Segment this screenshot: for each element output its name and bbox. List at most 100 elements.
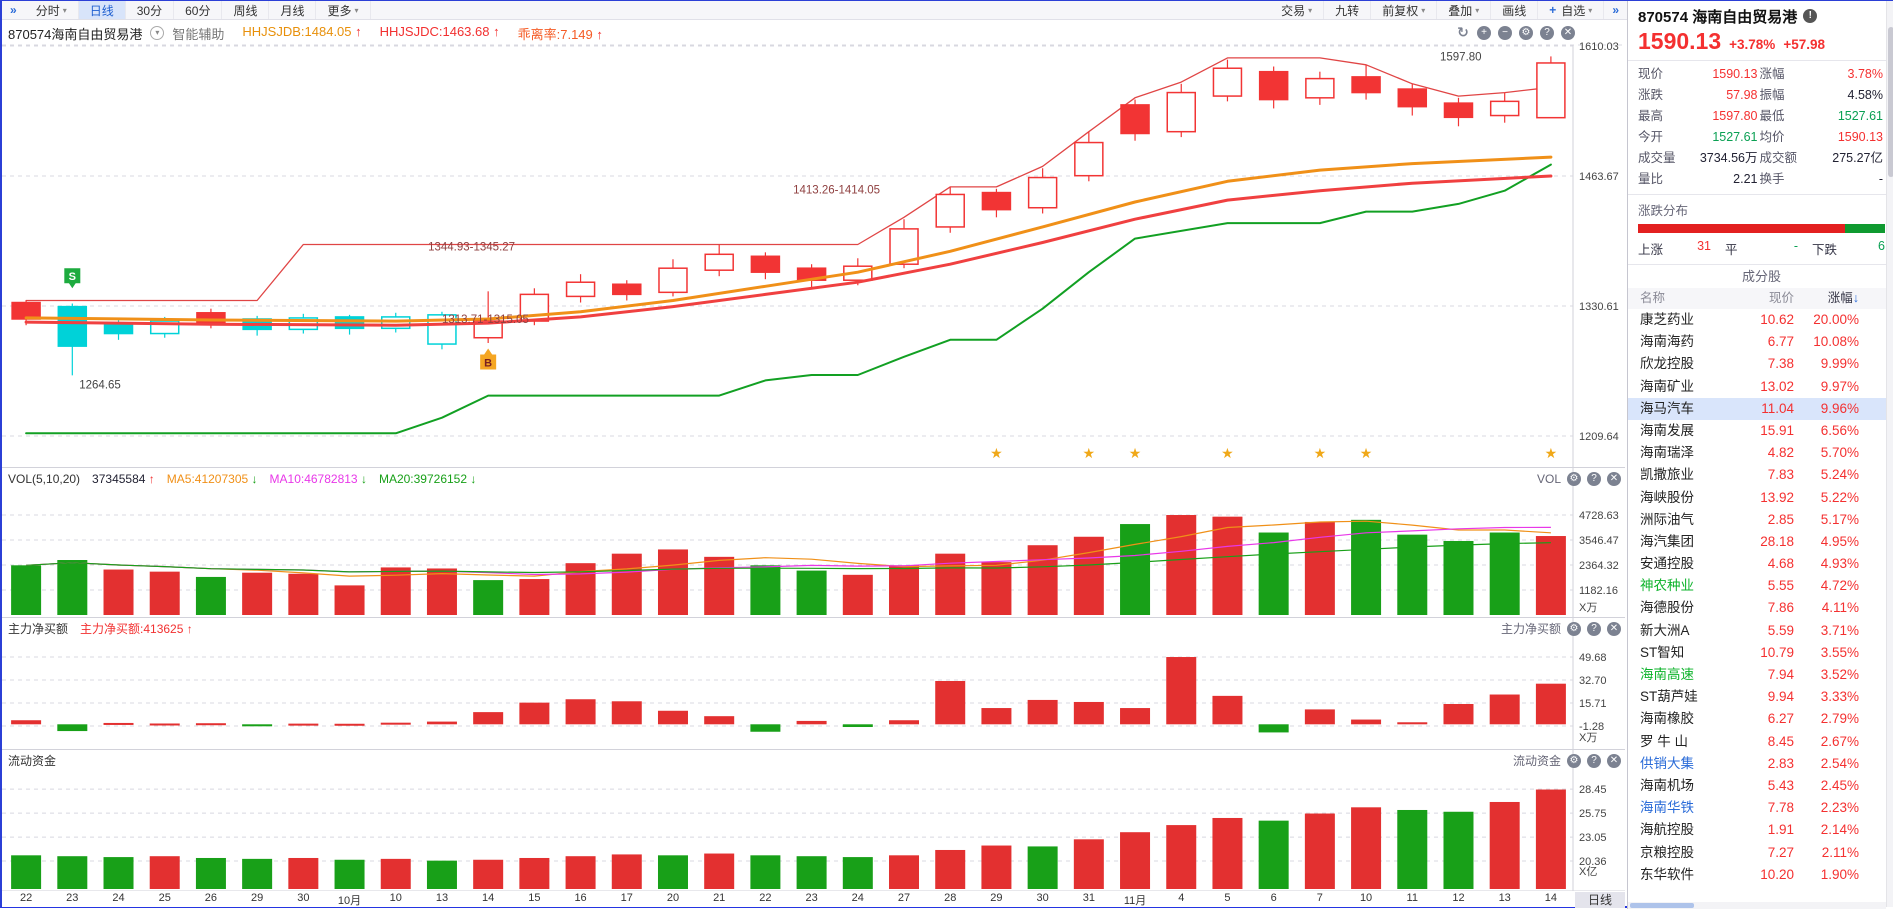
settings-icon[interactable]: ⚙ [1567, 754, 1581, 768]
svg-text:1344.93-1345.27: 1344.93-1345.27 [428, 241, 515, 253]
toolbar-button-九转[interactable]: 九转 [1324, 1, 1371, 19]
tab-更多[interactable]: 更多▾ [316, 1, 370, 19]
settings-icon[interactable]: ⚙ [1567, 472, 1581, 486]
settings-icon[interactable]: ⚙ [1567, 622, 1581, 636]
scrollbar-thumb[interactable] [1888, 27, 1893, 177]
tab-label: 九转 [1335, 2, 1359, 19]
zoom-in-icon[interactable]: + [1477, 26, 1491, 40]
stock-name: ST智知 [1640, 642, 1738, 664]
col-name[interactable]: 名称 [1640, 288, 1738, 309]
close-icon[interactable]: ✕ [1607, 472, 1621, 486]
stock-change-percent: 9.97% [1794, 376, 1859, 398]
toolbar-button-自选[interactable]: +自选▾ [1538, 1, 1604, 19]
stat-value: 275.27亿 [1816, 148, 1886, 169]
toolbar-button-前复权[interactable]: 前复权▾ [1371, 1, 1437, 19]
stock-price: 7.94 [1738, 664, 1794, 686]
tab-日线[interactable]: 日线 [79, 1, 126, 19]
collapse-right-icon[interactable]: » [1604, 1, 1627, 19]
x-axis-label: 25 [159, 892, 171, 904]
period-tag[interactable]: 日线 [1575, 892, 1625, 908]
svg-text:S: S [69, 271, 76, 283]
stat-value: 1527.61 [1816, 106, 1886, 127]
add-icon: + [1549, 3, 1556, 17]
components-table-header[interactable]: 名称 现价 涨幅↓ [1628, 288, 1893, 309]
tab-分时[interactable]: 分时▾ [25, 1, 79, 19]
panel-scrollbar[interactable] [1886, 1, 1893, 907]
close-icon[interactable]: ✕ [1561, 26, 1575, 40]
settings-icon[interactable]: ⚙ [1519, 26, 1533, 40]
help-icon[interactable]: ? [1587, 472, 1601, 486]
tab-label: 月线 [280, 2, 304, 19]
tab-30分[interactable]: 30分 [126, 1, 174, 19]
indicator-values: HHJSJDB:1484.05 ↑HHJSJDC:1463.68 ↑乖离率:7.… [242, 24, 602, 43]
stock-change-percent: 3.55% [1794, 642, 1859, 664]
stock-name: 海汽集团 [1640, 531, 1738, 553]
down-count: 6 [1878, 239, 1885, 258]
chevron-down-icon[interactable]: ▾ [150, 26, 164, 40]
tab-周线[interactable]: 周线 [222, 1, 269, 19]
x-axis-label: 23 [66, 892, 78, 904]
stock-name: 京粮控股 [1640, 842, 1738, 864]
toolbar-button-叠加[interactable]: 叠加▾ [1437, 1, 1491, 19]
svg-text:1463.67: 1463.67 [1579, 171, 1619, 183]
refresh-icon[interactable]: ↻ [1456, 26, 1470, 40]
info-icon[interactable]: ! [1803, 9, 1817, 23]
toolbar-button-画线[interactable]: 画线 [1491, 1, 1538, 19]
x-axis-label: 13 [436, 892, 448, 904]
zoom-out-icon[interactable]: − [1498, 26, 1512, 40]
tab-月线[interactable]: 月线 [269, 1, 316, 19]
close-icon[interactable]: ✕ [1607, 754, 1621, 768]
close-icon[interactable]: ✕ [1607, 622, 1621, 636]
down-label: 下跌 [1812, 239, 1837, 258]
x-axis-label: 29 [990, 892, 1002, 904]
toolbar-button-交易[interactable]: 交易▾ [1270, 1, 1324, 19]
stat-label: 最低 [1760, 106, 1816, 127]
stock-change-percent: 2.14% [1794, 819, 1859, 841]
help-icon[interactable]: ? [1540, 26, 1554, 40]
stat-label: 均价 [1760, 127, 1816, 148]
help-icon[interactable]: ? [1587, 622, 1601, 636]
stock-change-percent: 5.17% [1794, 509, 1859, 531]
tab-60分[interactable]: 60分 [174, 1, 222, 19]
caret-down-icon: ▾ [1475, 6, 1479, 15]
col-pct[interactable]: 涨幅↓ [1794, 288, 1859, 309]
hscrollbar-thumb[interactable] [1630, 903, 1694, 908]
stock-name: 洲际油气 [1640, 509, 1738, 531]
flow-label: 流动资金 [8, 752, 56, 769]
tab-label: 更多 [327, 2, 351, 19]
stock-name: 海峡股份 [1640, 487, 1738, 509]
col-price[interactable]: 现价 [1738, 288, 1794, 309]
stock-change-percent: 4.72% [1794, 575, 1859, 597]
help-icon[interactable]: ? [1587, 754, 1601, 768]
x-axis-label: 22 [20, 892, 32, 904]
expand-left-icon[interactable]: » [2, 1, 25, 19]
indicator-value: HHJSJDC:1463.68 ↑ [380, 24, 500, 43]
